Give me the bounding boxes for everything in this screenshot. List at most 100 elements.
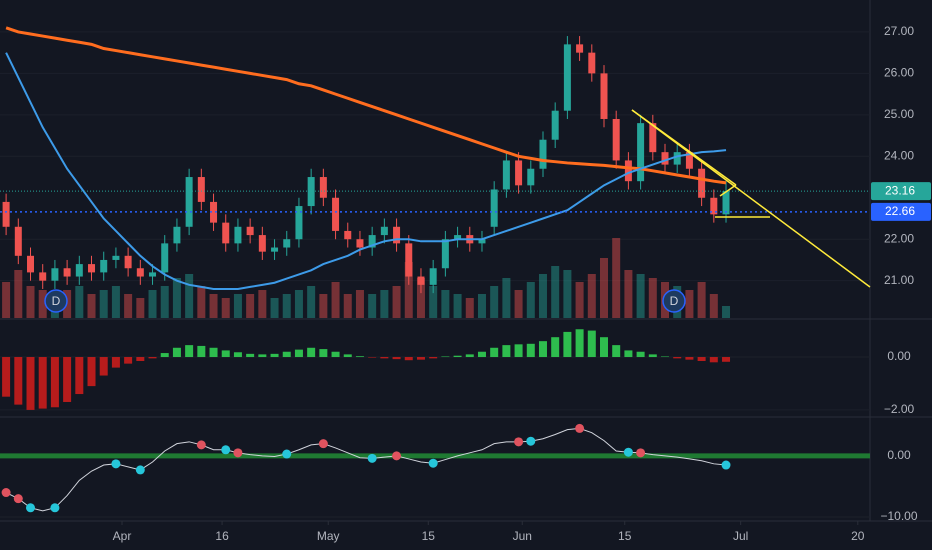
candle-body xyxy=(258,235,266,252)
price-label-bg xyxy=(871,182,931,201)
x-tick-label: 16 xyxy=(215,529,229,543)
candle-body xyxy=(612,118,620,161)
signal-dot xyxy=(135,465,145,475)
candle-body xyxy=(600,73,608,119)
x-tick-label: 15 xyxy=(422,529,436,543)
candle-body xyxy=(673,152,681,165)
histogram-bar xyxy=(526,343,535,358)
histogram-bar xyxy=(26,357,35,410)
y-tick-label: 27.00 xyxy=(884,24,914,38)
candle-body xyxy=(649,123,657,153)
signal-dot xyxy=(318,439,328,449)
y-tick-label: 21.00 xyxy=(884,273,914,287)
volume-bar xyxy=(612,238,621,318)
histogram-bar xyxy=(331,351,340,358)
histogram-bar xyxy=(307,347,316,358)
histogram-bar xyxy=(355,356,364,358)
candle-body xyxy=(271,247,279,252)
signal-dot xyxy=(367,453,377,463)
histogram-bar xyxy=(209,347,218,358)
candle-body xyxy=(490,189,498,227)
candle-body xyxy=(307,177,315,207)
volume-bar xyxy=(575,282,584,318)
histogram-bar xyxy=(63,357,72,402)
signal-dot xyxy=(392,451,402,461)
signal-dot xyxy=(282,449,292,459)
candle-body xyxy=(356,239,364,248)
signal-dot xyxy=(428,458,438,468)
volume-bar xyxy=(111,286,120,318)
x-tick-label: Jun xyxy=(513,529,532,543)
volume-bar xyxy=(697,282,706,318)
event-marker-label: D xyxy=(52,294,61,308)
candle-body xyxy=(75,264,83,277)
volume-bar xyxy=(563,270,572,318)
y-tick-label: 25.00 xyxy=(884,107,914,121)
histogram-bar xyxy=(111,357,120,368)
volume-bar xyxy=(75,286,84,318)
candle-body xyxy=(624,160,632,182)
x-tick-label: Apr xyxy=(113,529,132,543)
volume-bar xyxy=(514,290,523,318)
histogram-bar xyxy=(563,331,572,358)
y-tick-label: 0.00 xyxy=(887,448,911,462)
histogram-bar xyxy=(75,357,84,395)
candle-body xyxy=(197,177,205,202)
candle-body xyxy=(563,44,571,111)
candle-body xyxy=(283,239,291,248)
histogram-bar xyxy=(636,351,645,358)
histogram-bar xyxy=(233,352,242,358)
volume-bar xyxy=(331,282,340,318)
candle-body xyxy=(405,243,413,277)
plot: Apr 16 May 15 Jun 15 Jul 20 27.00 26.00 25.00 24.00… xyxy=(0,24,931,543)
candle-body xyxy=(441,239,449,269)
histogram-bar xyxy=(282,351,291,358)
volume-bar xyxy=(87,294,96,318)
histogram-bar xyxy=(392,357,401,360)
candle-body xyxy=(161,243,169,273)
x-tick-label: 20 xyxy=(851,529,865,543)
histogram-bar xyxy=(124,357,133,364)
candle-body xyxy=(429,268,437,285)
candle-body xyxy=(222,222,230,244)
histogram-bar xyxy=(14,357,23,405)
volume-bar xyxy=(160,286,169,318)
volume-bar xyxy=(685,290,694,318)
y-tick-label: 22.00 xyxy=(884,231,914,245)
price-label: 23.16 xyxy=(885,183,915,197)
candle-body xyxy=(39,272,47,281)
y-tick-label: −10.00 xyxy=(880,509,917,523)
volume-bar xyxy=(441,290,450,318)
candle-body xyxy=(527,168,535,186)
y-tick-label: 0.00 xyxy=(887,349,911,363)
candle-body xyxy=(319,177,327,198)
volume-bar xyxy=(477,294,486,318)
histogram-bar xyxy=(673,357,682,359)
histogram-bar xyxy=(685,357,694,360)
candle-body xyxy=(588,52,596,74)
histogram-bar xyxy=(343,354,352,358)
volume-bar xyxy=(551,266,560,318)
signal-dot xyxy=(526,436,536,446)
volume-bar xyxy=(380,290,389,318)
volume-bar xyxy=(624,270,633,318)
histogram-bar xyxy=(416,357,425,360)
histogram-bar xyxy=(477,351,486,358)
volume-bar xyxy=(258,290,267,318)
signal-dot xyxy=(196,440,206,450)
volume-bar xyxy=(38,290,47,318)
histogram-bar xyxy=(185,345,194,358)
volume-bar xyxy=(270,298,279,318)
histogram-bar xyxy=(368,357,377,358)
candle-body xyxy=(100,259,108,273)
candle-body xyxy=(149,272,157,277)
histogram-bar xyxy=(38,357,47,409)
candle-body xyxy=(576,44,584,53)
candle-body xyxy=(136,268,144,277)
volume-bar xyxy=(392,286,401,318)
volume-bar xyxy=(319,294,328,318)
histogram-bar xyxy=(319,349,328,358)
volume-bar xyxy=(465,298,474,318)
volume-bar xyxy=(526,282,535,318)
volume-bar xyxy=(538,274,547,318)
